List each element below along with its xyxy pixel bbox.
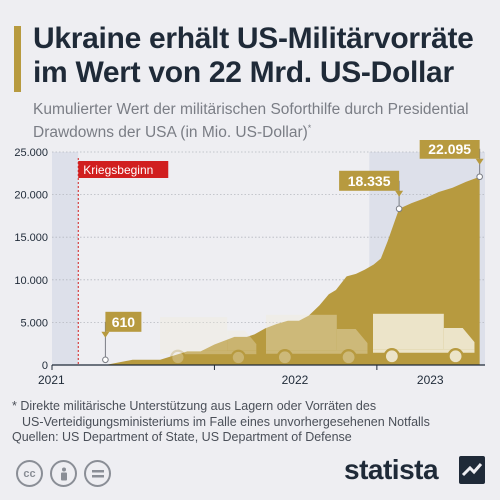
chart-subtitle: Kumulierter Wert der militärischen Sofor… (33, 100, 493, 142)
truck-cargo (266, 314, 337, 351)
truck-wheel (276, 349, 294, 366)
title-accent-bar (14, 26, 21, 92)
data-label-pointer (475, 158, 484, 165)
brand-logo[interactable]: statista (344, 454, 439, 485)
y-tick-label: 25.000 (14, 147, 48, 159)
footnote-line-2: US-Verteidigungsministeriums im Falle ei… (22, 414, 430, 429)
data-label-pointer (101, 331, 110, 338)
truck-wheel (340, 349, 357, 366)
truck-icon-3 (373, 313, 475, 365)
y-tick-label: 10.000 (14, 275, 48, 287)
x-tick-label: 2021 (38, 373, 65, 387)
footnote: * Direkte militärische Unterstützung aus… (12, 399, 492, 430)
y-tick-label: 15.000 (14, 232, 48, 244)
y-tick-label: 20.000 (14, 190, 48, 202)
x-tick-label: 2023 (417, 373, 444, 387)
event-marker-label: Kriegsbeginn (83, 163, 153, 177)
truck-wheel (447, 348, 464, 365)
truck-cab (227, 330, 257, 351)
truck-chassis (266, 350, 368, 354)
truck-cab (443, 327, 475, 350)
page-title: Ukraine erhält US-Militärvorräte im Wert… (33, 22, 474, 89)
x-tick-label: 2022 (282, 373, 309, 387)
y-tick-label: 0 (42, 360, 48, 372)
cc-icon[interactable]: cc (16, 460, 43, 487)
truck-chassis (373, 349, 475, 353)
data-label-box (419, 140, 480, 159)
attribution-icon[interactable] (50, 460, 77, 487)
statista-logo-icon (459, 456, 485, 484)
area-chart: 0 5.000 10.000 15.000 20.000 25.000 2021 2022 20… (14, 140, 485, 387)
data-label: 18.335 (348, 173, 391, 189)
truck-wheel (383, 348, 401, 365)
no-derivatives-icon[interactable] (84, 460, 111, 487)
truck-icon-2 (266, 314, 368, 366)
subtitle-text: Kumulierter Wert der militärischen Sofor… (33, 101, 469, 142)
truck-icon-1 (160, 317, 257, 366)
truck-cargo (160, 317, 228, 351)
license-icons: cc (16, 460, 111, 487)
footnote-line-1: * Direkte militärische Unterstützung aus… (12, 399, 377, 413)
data-point (395, 205, 403, 213)
subtitle-footnote-mark: * (307, 123, 312, 133)
truck-chassis (160, 350, 257, 355)
data-label-box (339, 170, 400, 191)
data-label-pointer (395, 190, 404, 197)
data-label: 610 (112, 314, 136, 330)
highlight-band-0 (52, 152, 79, 365)
y-tick-label: 5.000 (20, 317, 48, 329)
truck-wheel (170, 349, 186, 366)
data-point (476, 173, 483, 181)
data-point (102, 356, 109, 364)
truck-wheel (230, 349, 247, 366)
truck-cargo (373, 313, 444, 350)
sources: Quellen: US Department of State, US Depa… (12, 430, 352, 444)
truck-cab (336, 328, 368, 351)
series-area (52, 176, 480, 365)
data-label: 22.095 (428, 141, 471, 157)
event-marker-box (78, 161, 169, 178)
data-label-box (105, 311, 142, 332)
